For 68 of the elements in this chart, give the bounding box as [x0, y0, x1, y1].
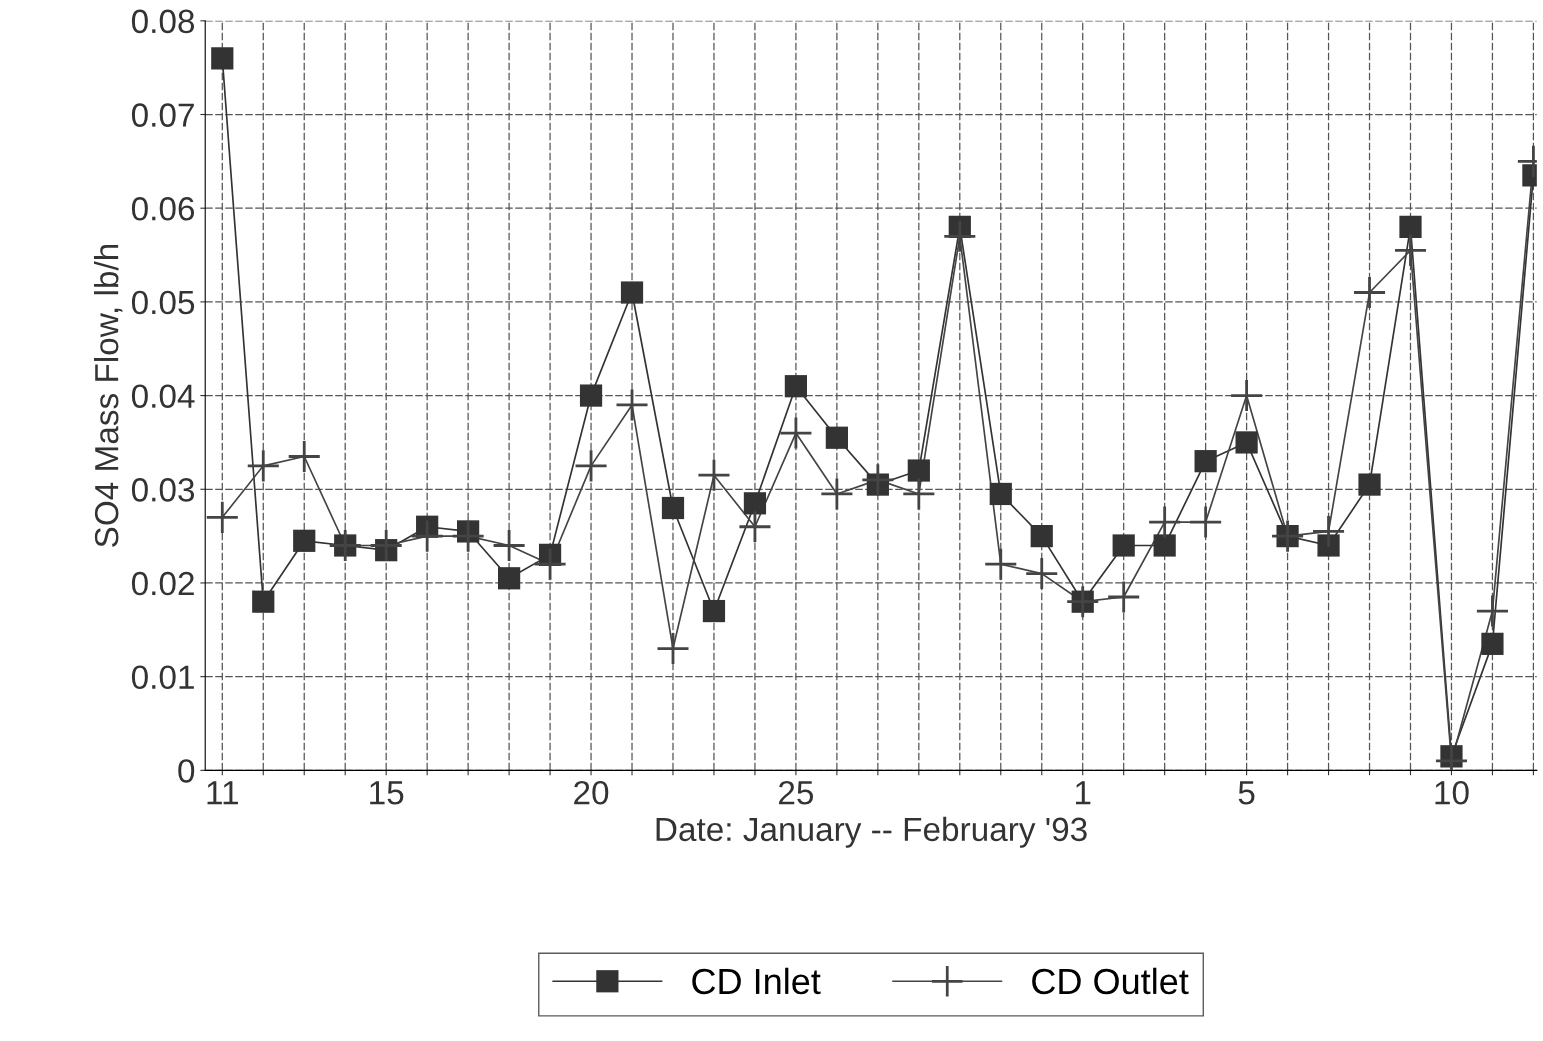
- point: [1313, 515, 1345, 547]
- point: [1030, 525, 1053, 548]
- point: [288, 440, 320, 473]
- point: [534, 548, 566, 580]
- x-tick-label: 5: [1238, 781, 1255, 805]
- point: [944, 220, 976, 252]
- point: [1194, 450, 1217, 473]
- point: [907, 459, 930, 482]
- y-tick-label: 0.08: [131, 9, 195, 34]
- point: [1399, 215, 1422, 239]
- point: [1358, 473, 1381, 496]
- legend-label: CD Outlet: [1032, 967, 1189, 995]
- point: [989, 482, 1012, 506]
- x-tick-label: 25: [779, 780, 814, 805]
- point: [620, 281, 644, 304]
- y-axis-title: SO4 Mass Flow, lb/h: [94, 244, 123, 547]
- point: [1026, 558, 1058, 590]
- point: [411, 520, 443, 552]
- y-tick-label: 0.01: [131, 665, 194, 690]
- point: [370, 529, 402, 562]
- point: [661, 496, 685, 520]
- point: [862, 464, 894, 496]
- point: [743, 492, 767, 515]
- point: [575, 450, 607, 482]
- point: [1476, 595, 1508, 627]
- point: [1394, 234, 1427, 266]
- point: [1108, 581, 1140, 613]
- point: [1149, 506, 1181, 538]
- point: [784, 375, 808, 398]
- point: [698, 459, 730, 491]
- y-tick-label: 0.03: [131, 478, 195, 502]
- point: [493, 529, 525, 562]
- y-tick-label: 0.06: [131, 197, 195, 221]
- legend-label: CD Inlet: [692, 967, 821, 995]
- y-tick-label: 0.02: [131, 571, 194, 596]
- x-tick-label: 1: [1075, 781, 1091, 805]
- point: [821, 478, 853, 510]
- point: [497, 567, 521, 590]
- x-tick-label: 20: [574, 780, 609, 805]
- point: [247, 450, 279, 482]
- point: [825, 426, 848, 449]
- point: [452, 520, 484, 552]
- point: [702, 599, 726, 623]
- point: [206, 501, 238, 533]
- point: [1317, 534, 1340, 557]
- point: [1112, 534, 1135, 557]
- x-tick-label: 10: [1435, 780, 1469, 805]
- y-tick-label: 0.05: [131, 290, 195, 315]
- x-axis-title: Date: January -- February '93: [656, 816, 1087, 848]
- point: [579, 384, 603, 407]
- point: [293, 529, 316, 552]
- point: [1235, 431, 1258, 454]
- point: [1354, 276, 1386, 309]
- point: [1153, 534, 1176, 557]
- point: [985, 548, 1017, 580]
- point: [1481, 632, 1504, 655]
- point: [657, 633, 689, 665]
- point: [739, 511, 771, 543]
- y-tick-label: 0: [178, 759, 195, 783]
- point: [211, 47, 234, 70]
- point: [903, 478, 935, 510]
- y-tick-label: 0.04: [131, 384, 195, 408]
- point: [1190, 506, 1222, 538]
- y-tick-label: 0.07: [131, 103, 194, 127]
- x-tick-label: 11: [207, 781, 238, 805]
- point: [1231, 380, 1263, 412]
- point: [252, 590, 275, 613]
- x-tick-label: 15: [370, 781, 404, 805]
